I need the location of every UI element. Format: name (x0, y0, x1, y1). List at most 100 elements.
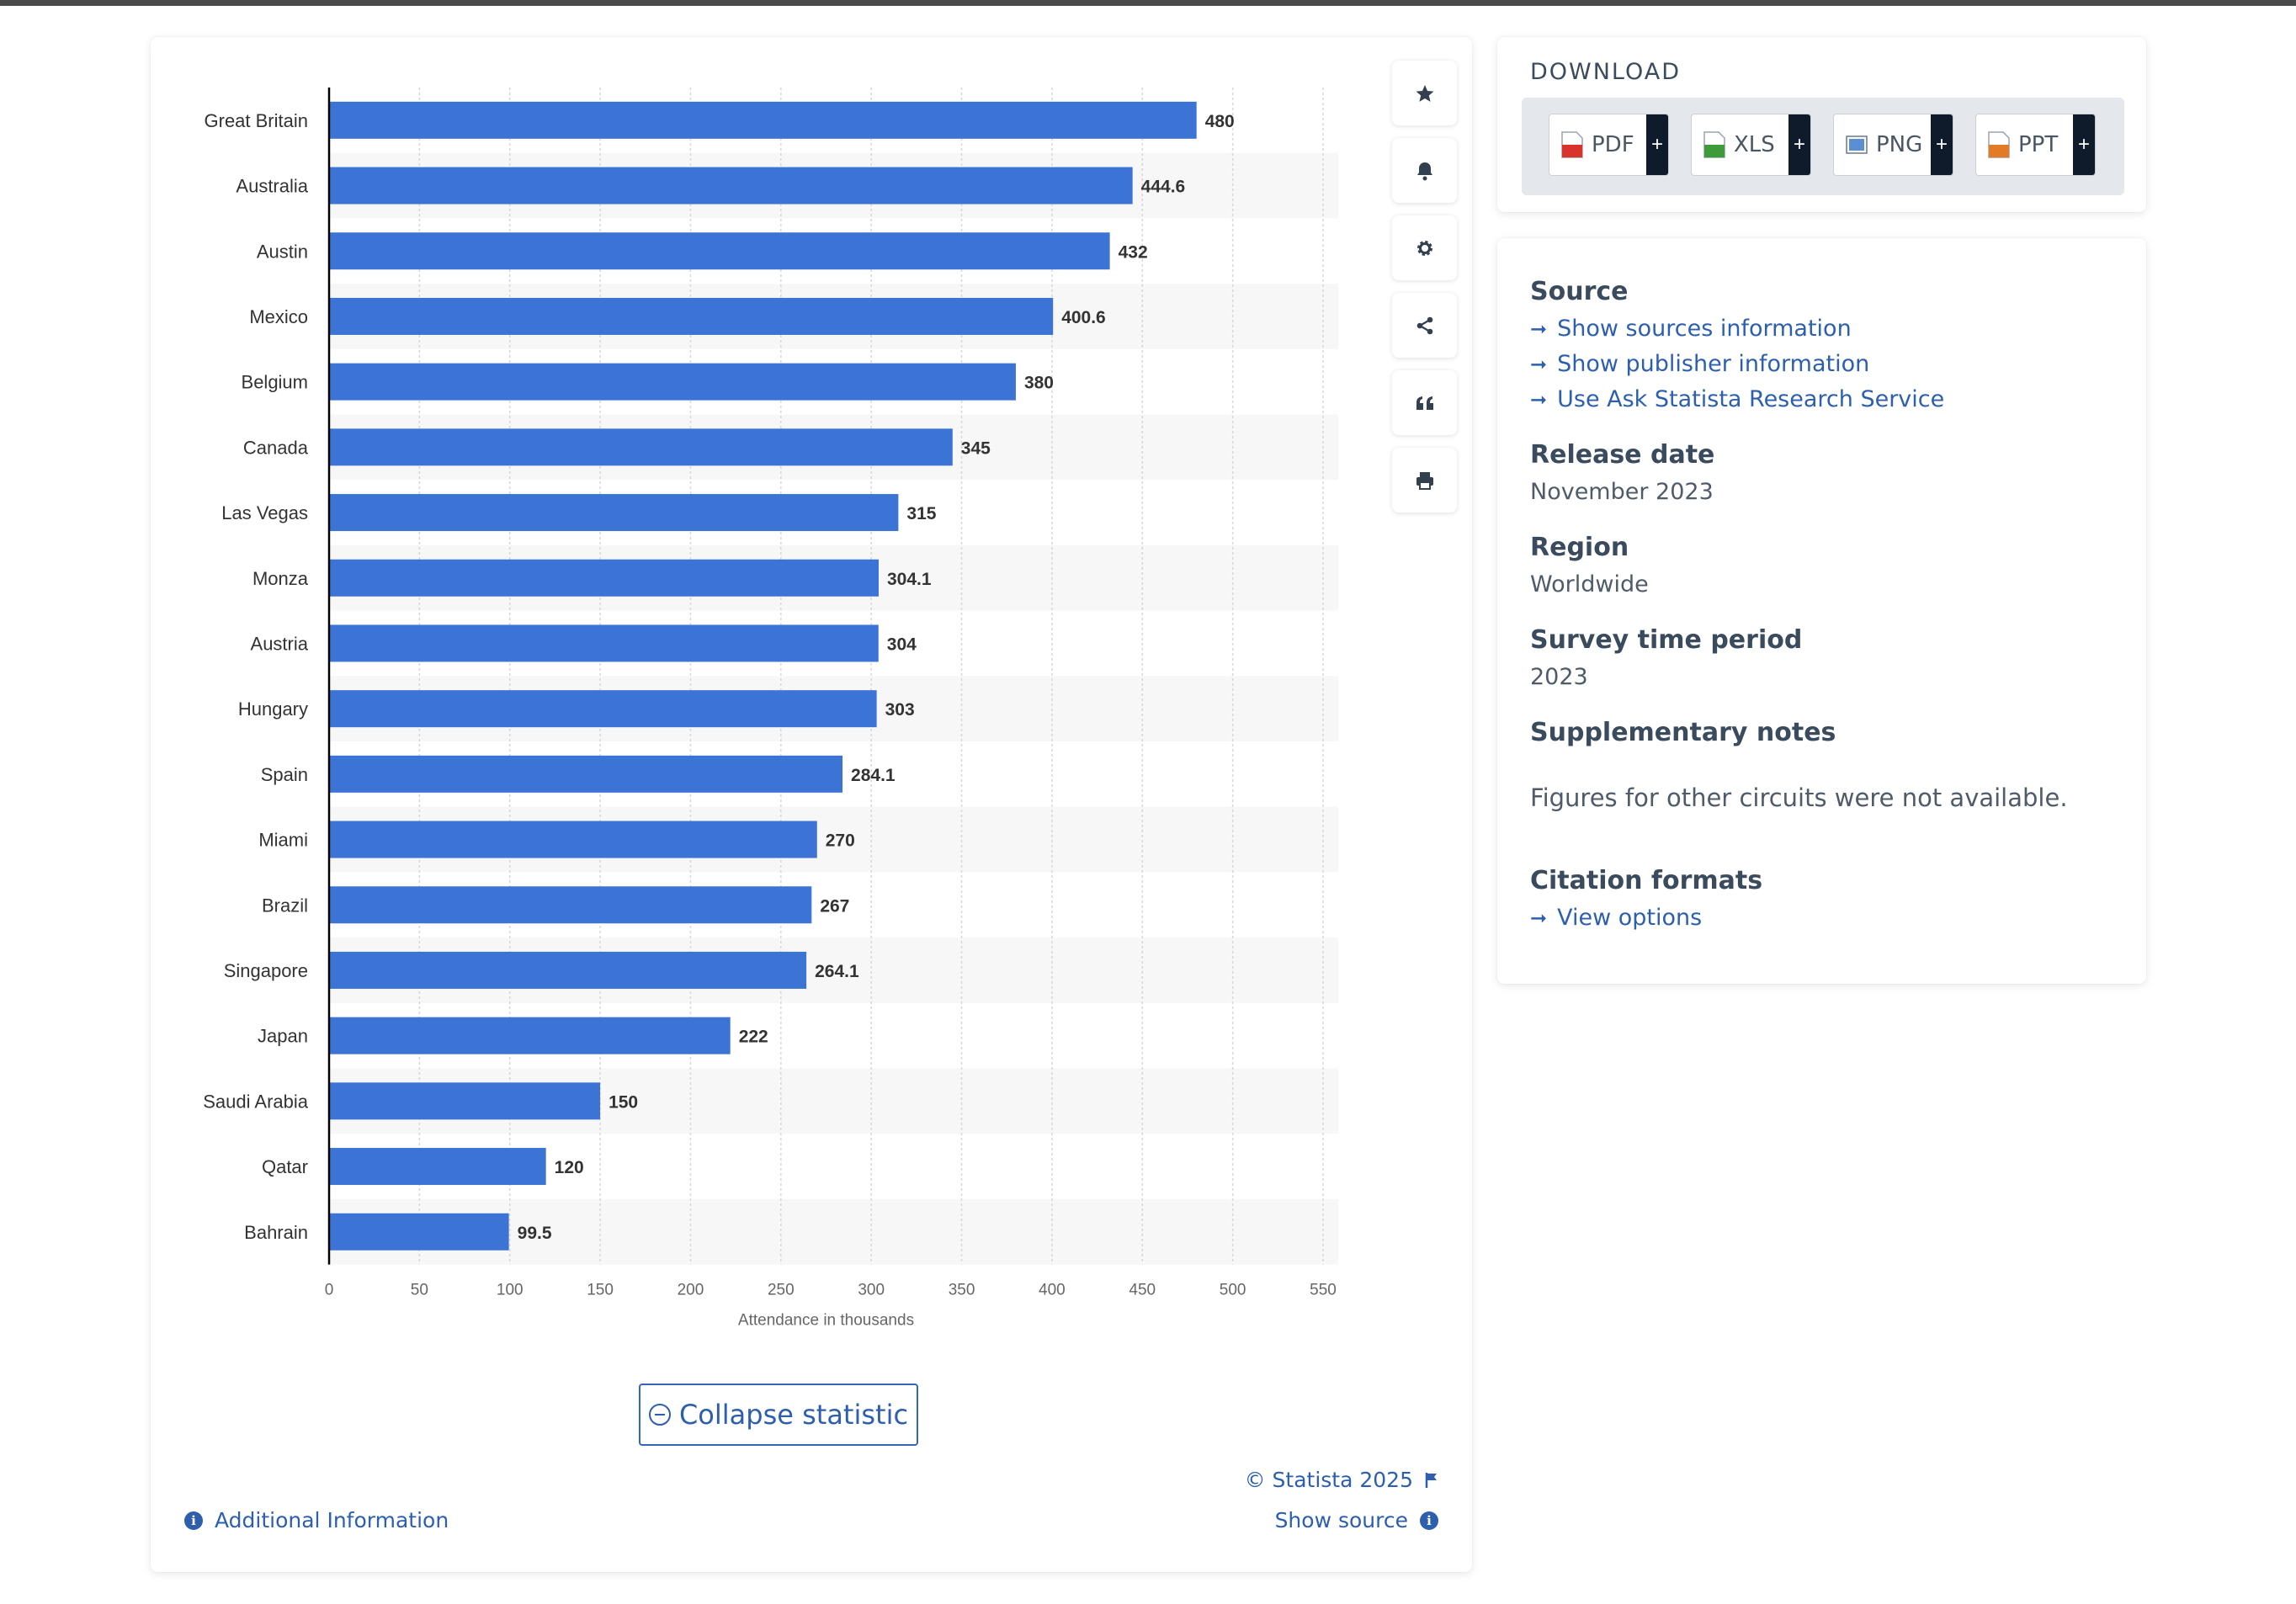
category-label: Miami (258, 830, 308, 851)
download-pdf-button[interactable]: PDF + (1549, 114, 1669, 176)
arrow-right-icon: ➞ (1530, 316, 1548, 341)
top-bar (0, 0, 2296, 6)
release-date-value: November 2023 (1530, 479, 1714, 505)
research-service-link[interactable]: ➞ Use Ask Statista Research Service (1530, 386, 1944, 412)
download-ppt-button[interactable]: PPT + (1975, 114, 2096, 176)
download-title: DOWNLOAD (1530, 59, 1682, 85)
data-label: 264.1 (815, 962, 859, 981)
category-label: Austria (251, 633, 309, 654)
pdf-plus[interactable]: + (1646, 114, 1668, 175)
bar (329, 1017, 731, 1054)
print-button[interactable] (1392, 448, 1457, 513)
ppt-plus[interactable]: + (2073, 114, 2095, 175)
x-tick-label: 450 (1129, 1282, 1156, 1299)
bar (329, 428, 953, 466)
category-label: Las Vegas (221, 502, 308, 523)
source-heading: Source (1530, 277, 1629, 306)
additional-information-link[interactable]: i Additional Information (184, 1508, 449, 1532)
download-tray: PDF + XLS + PNG + PPT + (1522, 98, 2124, 195)
category-label: Mexico (249, 306, 308, 327)
quote-icon (1416, 396, 1433, 410)
download-card: DOWNLOAD PDF + XLS + PNG + PPT + (1497, 37, 2146, 212)
collapse-label: Collapse statistic (678, 1399, 909, 1431)
region-heading: Region (1530, 533, 1629, 562)
category-label: Belgium (242, 372, 308, 393)
bar (329, 886, 812, 924)
x-tick-label: 50 (411, 1282, 428, 1299)
data-label: 304 (887, 635, 917, 654)
category-label: Great Britain (205, 110, 309, 131)
category-label: Brazil (262, 895, 308, 916)
pdf-file-icon (1561, 131, 1583, 158)
data-label: 304.1 (887, 570, 932, 589)
notification-button[interactable] (1392, 138, 1457, 203)
category-label: Saudi Arabia (203, 1091, 309, 1112)
minus-circle-icon (648, 1404, 671, 1426)
category-label: Japan (258, 1026, 308, 1047)
show-publisher-link[interactable]: ➞ Show publisher information (1530, 351, 1869, 377)
data-label: 444.6 (1141, 178, 1186, 197)
region-value: Worldwide (1530, 571, 1649, 598)
arrow-right-icon: ➞ (1530, 352, 1548, 376)
png-file-icon (1846, 135, 1868, 154)
show-source-label: Show source (1274, 1508, 1408, 1532)
data-label: 480 (1205, 112, 1235, 131)
show-publisher-label: Show publisher information (1557, 351, 1870, 377)
data-label: 150 (609, 1092, 638, 1112)
bar (329, 1213, 509, 1251)
share-button[interactable] (1392, 293, 1457, 358)
ppt-label: PPT (2018, 132, 2059, 157)
bar (329, 624, 879, 662)
bar (329, 297, 1054, 335)
category-label: Hungary (238, 698, 308, 720)
download-xls-button[interactable]: XLS + (1691, 114, 1811, 176)
survey-period-heading: Survey time period (1530, 625, 1803, 655)
x-tick-label: 0 (325, 1282, 334, 1299)
chart-card: Great Britain 480 Australia 444.6 Austin 432 M… (151, 37, 1472, 1572)
gear-icon (1416, 240, 1432, 256)
cite-button[interactable] (1392, 370, 1457, 435)
bar-chart: Great Britain 480 Australia 444.6 Austin 432 M… (203, 88, 1338, 1330)
arrow-right-icon: ➞ (1530, 906, 1548, 930)
bar (329, 1148, 546, 1186)
category-label: Singapore (224, 960, 308, 981)
copyright-label: © Statista 2025 (1244, 1468, 1413, 1492)
data-label: 380 (1024, 374, 1054, 393)
data-label: 99.5 (518, 1224, 552, 1243)
info-icon: i (184, 1511, 203, 1530)
show-sources-link[interactable]: ➞ Show sources information (1530, 316, 1852, 342)
data-label: 400.6 (1061, 308, 1106, 327)
settings-button[interactable] (1392, 215, 1457, 280)
x-tick-label: 550 (1310, 1282, 1337, 1299)
supplementary-notes-heading: Supplementary notes (1530, 718, 1836, 747)
xls-file-icon (1703, 131, 1725, 158)
info-icon: i (1420, 1511, 1438, 1530)
bar (329, 101, 1197, 139)
x-tick-label: 500 (1220, 1282, 1246, 1299)
png-plus[interactable]: + (1931, 114, 1953, 175)
bell-icon (1416, 162, 1432, 180)
x-tick-label: 150 (587, 1282, 614, 1299)
x-tick-label: 350 (949, 1282, 975, 1299)
download-png-button[interactable]: PNG + (1833, 114, 1953, 176)
survey-period-value: 2023 (1530, 664, 1588, 690)
bar (329, 1082, 601, 1120)
view-options-link[interactable]: ➞ View options (1530, 905, 1702, 931)
xls-plus[interactable]: + (1788, 114, 1810, 175)
bar (329, 494, 899, 532)
category-label: Spain (261, 764, 308, 785)
category-label: Canada (243, 437, 309, 458)
category-label: Monza (252, 568, 309, 589)
x-tick-label: 400 (1039, 1282, 1066, 1299)
data-label: 120 (555, 1158, 584, 1177)
favorite-button[interactable] (1392, 61, 1457, 125)
show-source-link[interactable]: Show source i (1275, 1508, 1438, 1532)
copyright-link[interactable]: © Statista 2025 (1245, 1468, 1438, 1492)
x-tick-label: 200 (678, 1282, 704, 1299)
category-label: Bahrain (244, 1222, 308, 1243)
data-label: 345 (961, 438, 991, 458)
ppt-file-icon (1988, 131, 2010, 158)
collapse-statistic-button[interactable]: Collapse statistic (639, 1384, 918, 1446)
x-tick-label: 100 (497, 1282, 524, 1299)
xls-label: XLS (1734, 132, 1775, 157)
